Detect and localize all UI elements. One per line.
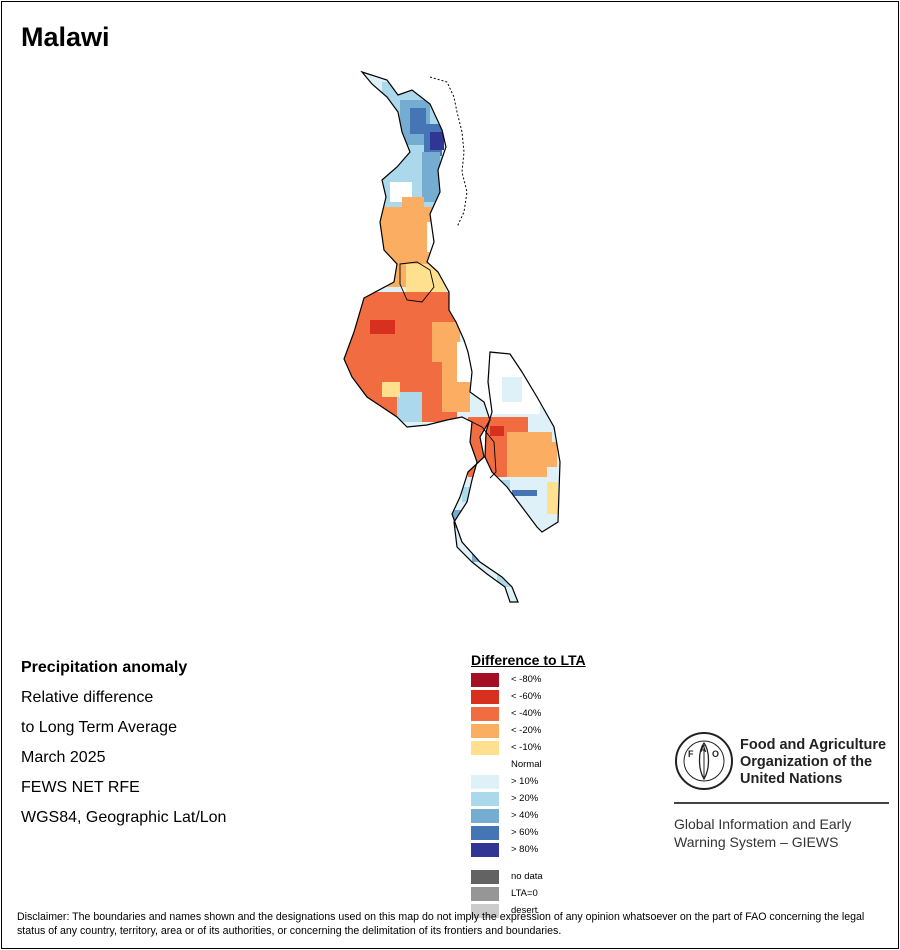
- org-line: Food and Agriculture: [740, 737, 887, 753]
- malawi-map: [343, 70, 561, 603]
- legend-label: > 10%: [511, 776, 539, 787]
- legend-item: > 40%: [471, 808, 586, 825]
- svg-text:O: O: [712, 749, 719, 759]
- info-line: March 2025: [21, 749, 106, 766]
- fao-logo: F A O: [675, 732, 733, 790]
- map-info: Precipitation anomaly Relative differenc…: [21, 657, 226, 837]
- legend-swatch: [471, 904, 499, 918]
- info-line: WGS84, Geographic Lat/Lon: [21, 809, 227, 826]
- legend-item: < -20%: [471, 723, 586, 740]
- legend-label: < -40%: [511, 708, 542, 719]
- giews-line: Global Information and Early: [674, 816, 852, 832]
- legend-item: < -10%: [471, 740, 586, 757]
- info-line: Relative difference: [21, 689, 154, 706]
- legend-label: < -60%: [511, 691, 542, 702]
- legend-swatch: [471, 887, 499, 901]
- svg-text:F: F: [688, 749, 694, 759]
- info-line: to Long Term Average: [21, 719, 177, 736]
- info-line: FEWS NET RFE: [21, 779, 140, 796]
- legend-swatch: [471, 843, 499, 857]
- giews-line: Warning System – GIEWS: [674, 834, 839, 850]
- legend-label: LTA=0: [511, 888, 538, 899]
- legend-swatch: [471, 870, 499, 884]
- legend-item: desert: [471, 903, 586, 920]
- map-title: Malawi: [21, 22, 110, 52]
- legend-item: < -80%: [471, 672, 586, 689]
- legend-label: > 40%: [511, 810, 539, 821]
- legend-swatch: [471, 707, 499, 721]
- legend-extra-items: no data LTA=0 desert: [471, 869, 586, 920]
- legend-item: > 20%: [471, 791, 586, 808]
- legend-item: LTA=0: [471, 886, 586, 903]
- legend-item: Normal: [471, 757, 586, 774]
- disclaimer: Disclaimer: The boundaries and names sho…: [17, 911, 865, 937]
- legend-swatch: [471, 758, 499, 772]
- legend-item: < -40%: [471, 706, 586, 723]
- svg-text:A: A: [700, 744, 707, 754]
- legend: Difference to LTA < -80% < -60% < -40% < -2…: [471, 652, 586, 920]
- giews-name: Global Information and Early Warning Sys…: [674, 815, 851, 851]
- legend-label: no data: [511, 871, 543, 882]
- legend-label: < -10%: [511, 742, 542, 753]
- legend-label: > 80%: [511, 844, 539, 855]
- legend-item: > 60%: [471, 825, 586, 842]
- legend-swatch: [471, 826, 499, 840]
- legend-label: < -20%: [511, 725, 542, 736]
- legend-label: > 20%: [511, 793, 539, 804]
- legend-item: no data: [471, 869, 586, 886]
- legend-label: > 60%: [511, 827, 539, 838]
- legend-label: Normal: [511, 759, 542, 770]
- branding-divider: [674, 802, 889, 804]
- legend-item: > 80%: [471, 842, 586, 859]
- legend-item: < -60%: [471, 689, 586, 706]
- legend-items: < -80% < -60% < -40% < -20% < -10% Normal > 10…: [471, 672, 586, 859]
- org-line: United Nations: [740, 771, 843, 787]
- fao-organization-name: Food and Agriculture Organization of the…: [740, 737, 886, 788]
- legend-item: > 10%: [471, 774, 586, 791]
- legend-swatch: [471, 792, 499, 806]
- legend-swatch: [471, 741, 499, 755]
- info-heading: Precipitation anomaly: [21, 659, 188, 676]
- legend-swatch: [471, 673, 499, 687]
- legend-label: < -80%: [511, 674, 542, 685]
- legend-swatch: [471, 690, 499, 704]
- legend-swatch: [471, 724, 499, 738]
- legend-title: Difference to LTA: [471, 652, 586, 668]
- legend-label: desert: [511, 905, 538, 916]
- legend-swatch: [471, 775, 499, 789]
- org-line: Organization of the: [740, 754, 873, 770]
- legend-swatch: [471, 809, 499, 823]
